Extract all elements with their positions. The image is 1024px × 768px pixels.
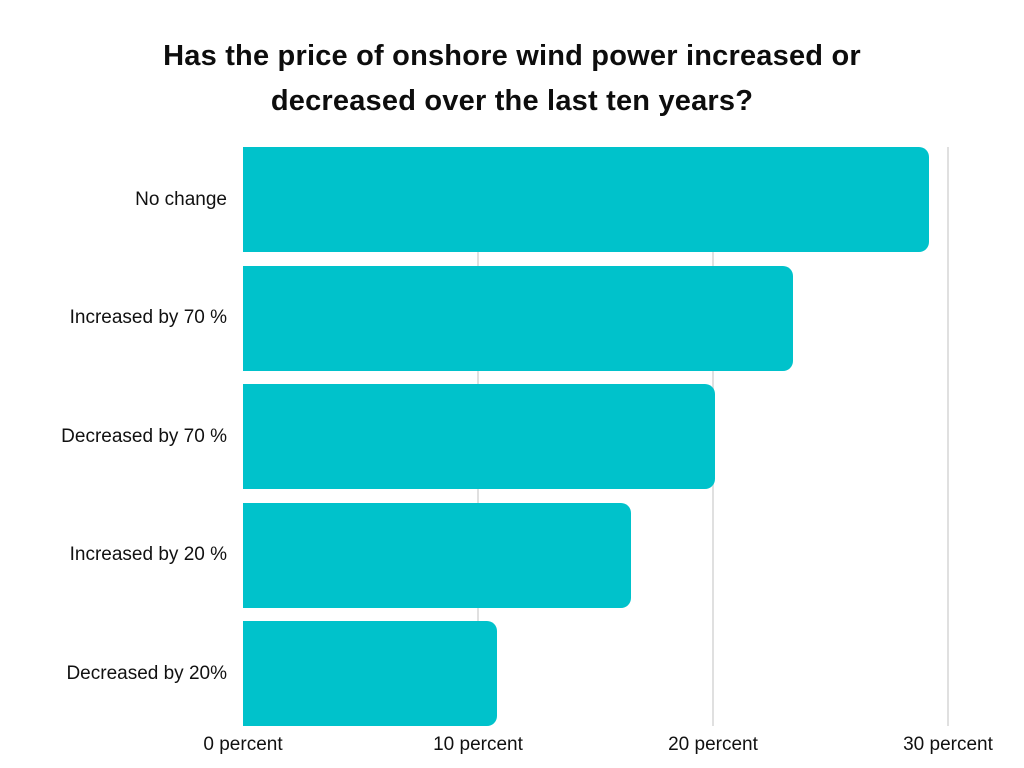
gridline-30: [947, 147, 949, 726]
bar-row: [243, 502, 985, 608]
bar-row: [243, 621, 985, 726]
x-tick-label: 0 percent: [203, 734, 283, 755]
category-label: Decreased by 70 %: [61, 425, 227, 447]
category-axis: No change Increased by 70 % Decreased by 7…: [0, 147, 227, 726]
bar-row: [243, 147, 985, 252]
chart-title: Has the price of onshore wind power incr…: [163, 40, 861, 117]
category-label: Decreased by 20%: [66, 662, 227, 684]
bar-row: [243, 384, 985, 489]
x-tick-label: 10 percent: [433, 734, 523, 755]
bar-no-change: [243, 147, 930, 252]
x-tick-label: 30 percent: [903, 734, 993, 755]
bar-decreased-by-70: [243, 384, 716, 489]
plot-area: [243, 147, 985, 726]
bar-increased-by-20: [243, 502, 631, 608]
bar-decreased-by-20: [243, 621, 497, 726]
bar-row: [243, 265, 985, 371]
x-axis: 0 percent 10 percent 20 percent 30 percent: [0, 734, 1024, 758]
bars: [243, 147, 985, 726]
category-label: Increased by 70 %: [69, 307, 227, 328]
bar-increased-by-70: [243, 265, 793, 371]
category-label: No change: [135, 188, 227, 210]
category-label: Increased by 20 %: [69, 544, 227, 565]
x-tick-label: 20 percent: [668, 734, 758, 755]
